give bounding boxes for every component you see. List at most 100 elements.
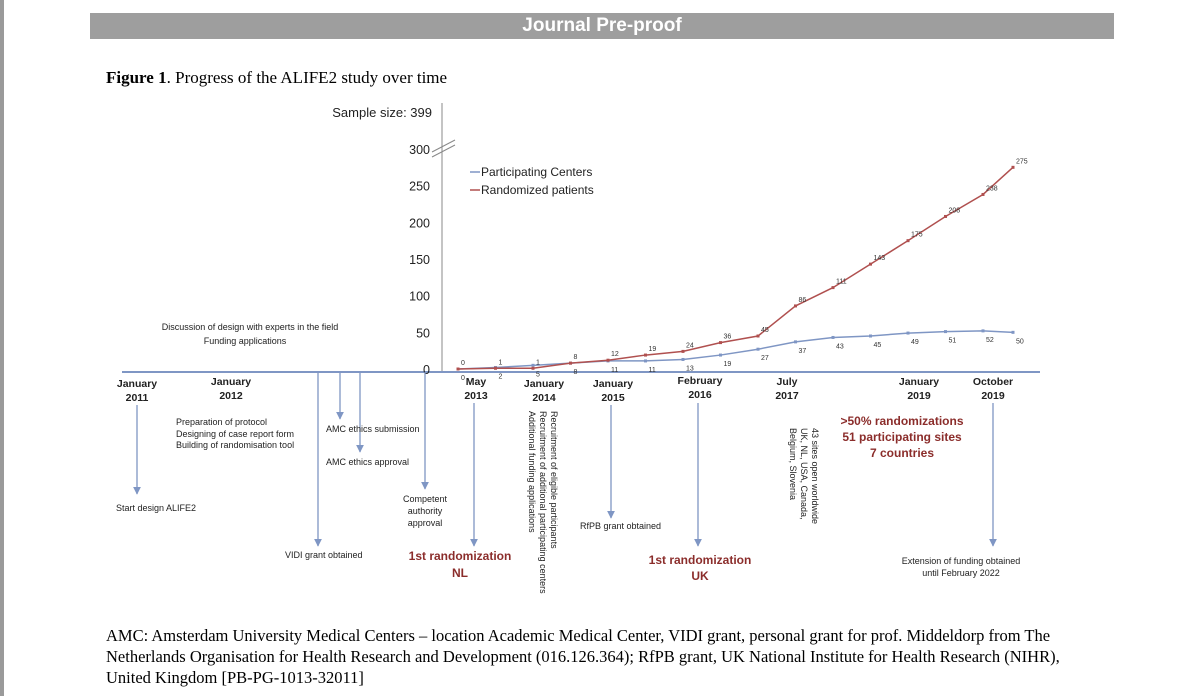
note-sites-2: UK, NL, USA, Canada, [799,428,809,520]
data-label: 50 [1016,338,1024,345]
data-label: 143 [874,255,886,262]
legend: Participating Centers Randomized patient… [470,165,594,197]
figure-title-text: . Progress of the ALIFE2 study over time [166,68,448,87]
series-line-centers [457,330,1014,370]
note-recruitment-participants: Recruitment of eligible participants [549,411,559,549]
series-line-patients [457,166,1014,370]
note-rfpb: RfPB grant obtained [580,521,661,531]
data-label: 13 [686,365,694,372]
data-point [944,214,947,218]
data-label: 36 [724,334,732,341]
data-point [869,262,872,266]
x-label-jul-2017-month: July [776,376,797,388]
note-sites-3: Belgium, Slovenia [788,428,798,500]
note-preparation: Preparation of protocol [176,417,267,427]
note-discussion: Discussion of design with experts in the… [162,322,339,332]
x-label-jan-2015-month: January [593,378,633,390]
data-label: 19 [724,361,732,368]
data-point [1011,165,1015,169]
note-building: Building of randomisation tool [176,440,294,450]
data-point [569,361,572,365]
milestone-half-3: 7 countries [870,446,934,460]
data-point [456,367,460,371]
data-label: 52 [986,337,994,344]
timeline-arrows [133,372,997,547]
data-label: 37 [799,348,807,355]
data-label: 12 [611,351,619,358]
figure-title: Figure 1. Progress of the ALIFE2 study o… [106,68,447,88]
y-tick-labels: 300 250 200 150 100 50 0 [409,143,430,377]
data-point [606,358,610,362]
x-label-jan-2015-year: 2015 [601,392,625,404]
data-point [794,340,797,344]
milestone-first-uk-1: 1st randomization [649,553,752,567]
data-point [719,341,722,345]
data-label: 1 [499,359,503,366]
x-label-jan-2011-year: 2011 [126,392,149,404]
data-point [869,334,872,338]
x-label-may-2013-year: 2013 [464,390,488,402]
x-label-jan-2019-month: January [899,376,939,388]
data-point [794,304,797,308]
note-competent-3: approval [408,518,443,528]
data-label: 175 [911,232,923,239]
note-extension-1: Extension of funding obtained [902,556,1021,566]
data-label: 111 [836,279,847,286]
x-label-jan-2011-month: January [117,378,157,390]
legend-patients: Randomized patients [481,183,594,197]
note-competent-1: Competent [403,494,448,504]
data-label: 275 [1016,158,1028,165]
x-label-jan-2012-year: 2012 [219,390,243,402]
x-label-oct-2019-year: 2019 [981,390,1005,402]
data-point [494,366,497,370]
note-designing: Designing of case report form [176,429,294,439]
data-label: 8 [574,369,578,376]
milestone-first-uk-2: UK [691,569,709,583]
y-tick-label: 200 [409,216,430,230]
journal-banner: Journal Pre-proof [90,13,1114,39]
y-tick-label: 250 [409,180,430,194]
milestone-half-2: 51 participating sites [842,430,962,444]
x-label-may-2013-month: May [466,376,487,388]
y-tick-label: 50 [416,326,430,340]
y-tick-label: 0 [423,363,430,377]
data-point [531,363,535,367]
data-label: 208 [949,207,961,214]
data-point [906,239,910,243]
x-label-feb-2016-month: February [678,375,723,387]
data-point [531,366,535,370]
data-point [681,357,685,361]
data-point [644,353,647,357]
legend-centers: Participating Centers [481,165,592,179]
page-edge [0,0,4,696]
data-label: 2 [499,374,503,381]
data-label: 19 [649,346,657,353]
data-point [1011,330,1015,334]
data-label: 24 [686,342,694,349]
milestone-first-nl-1: 1st randomization [409,549,512,563]
data-label: 45 [761,327,769,334]
data-label: 27 [761,355,769,362]
note-vidi: VIDI grant obtained [285,550,363,560]
note-extension-2: until February 2022 [922,568,1000,578]
data-label: 8 [574,354,578,361]
data-label: 0 [461,360,465,367]
data-point [644,359,647,363]
data-label: 0 [461,375,465,382]
note-ethics-approval: AMC ethics approval [326,457,409,467]
x-label-jul-2017-year: 2017 [775,390,799,402]
milestone-first-nl-2: NL [452,566,468,580]
caption-line-1: AMC: Amsterdam University Medical Center… [106,626,1051,645]
note-sites-1: 43 sites open worldwide [810,428,820,524]
data-point [981,329,985,333]
data-label: 49 [911,339,919,346]
data-label: 11 [649,367,656,374]
data-label: 1 [536,359,540,366]
note-start-design: Start design ALIFE2 [116,503,196,513]
data-point [756,334,760,338]
data-label: 43 [836,343,844,350]
data-label: 51 [949,338,957,345]
data-label: 86 [799,297,807,304]
